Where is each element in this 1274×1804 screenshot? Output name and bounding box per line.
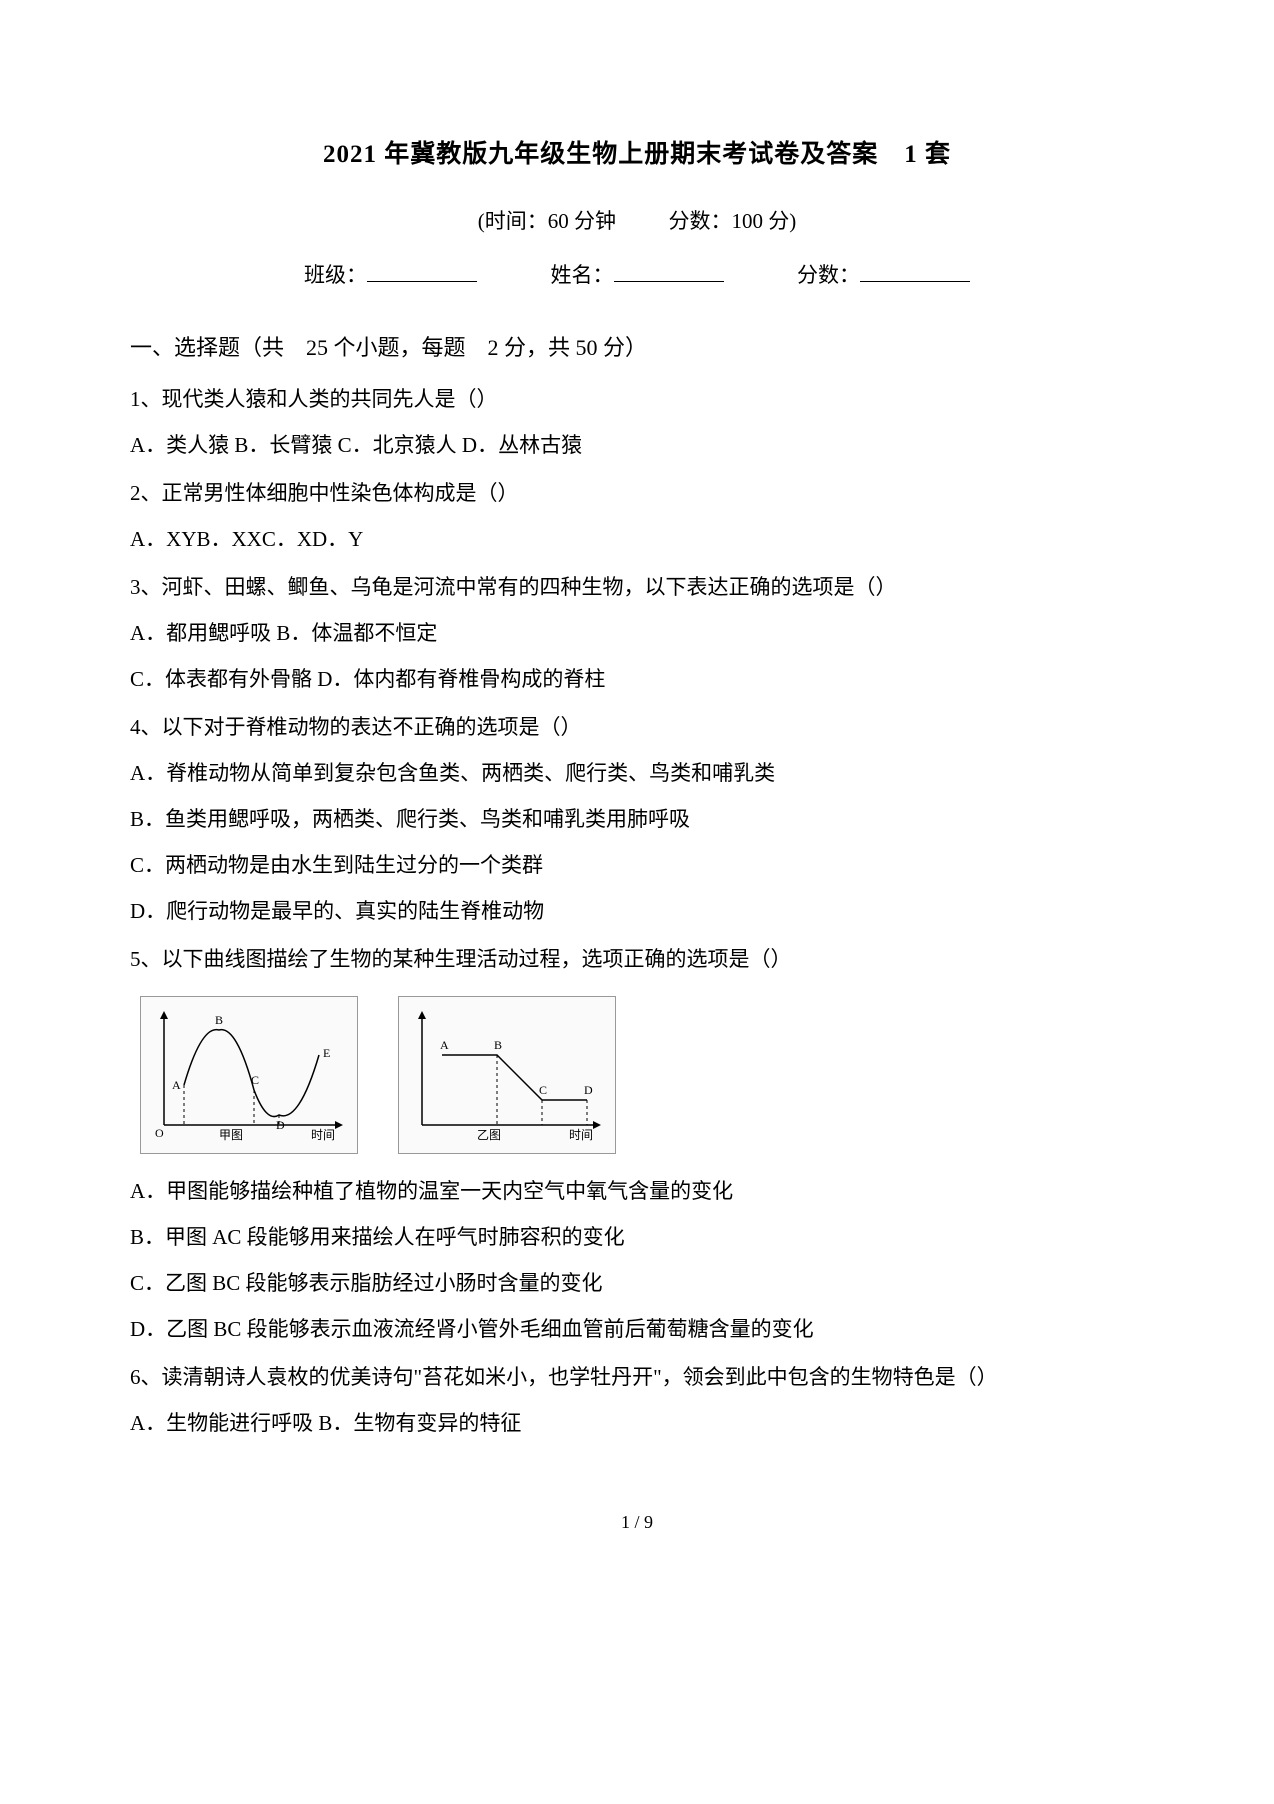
time-label: (时间：60 分钟 [478,209,616,233]
svg-text:A: A [440,1038,449,1052]
question-1-text: 1、现代类人猿和人类的共同先人是（） [130,378,1144,420]
name-label: 姓名： [551,263,614,287]
chart-2-svg: A B C D 乙图 时间 [407,1005,607,1145]
question-1: 1、现代类人猿和人类的共同先人是（） A．类人猿 B．长臂猿 C．北京猿人 D．… [130,378,1144,466]
svg-text:C: C [539,1083,547,1097]
svg-text:时间: 时间 [569,1128,593,1142]
question-2-text: 2、正常男性体细胞中性染色体构成是（） [130,472,1144,514]
question-3-option-c: C．体表都有外骨骼 D．体内都有脊椎骨构成的脊柱 [130,658,1144,700]
question-2-options: A．XYB．XXC．XD．Y [130,518,1144,560]
question-5-text: 5、以下曲线图描绘了生物的某种生理活动过程，选项正确的选项是（） [130,938,1144,980]
svg-text:B: B [215,1013,223,1027]
class-blank[interactable] [367,261,477,282]
question-3-option-a: A．都用鳃呼吸 B．体温都不恒定 [130,612,1144,654]
chart-2-box: A B C D 乙图 时间 [398,996,616,1154]
question-4: 4、以下对于脊椎动物的表达不正确的选项是（） A．脊椎动物从简单到复杂包含鱼类、… [130,706,1144,932]
exam-subtitle: (时间：60 分钟 分数：100 分) [130,200,1144,242]
chart-1-svg: O A B C D E 甲图 时间 [149,1005,349,1145]
class-label: 班级： [304,263,367,287]
question-6: 6、读清朝诗人袁枚的优美诗句"苔花如米小，也学牡丹开"，领会到此中包含的生物特色… [130,1356,1144,1444]
svg-text:O: O [155,1126,164,1140]
question-3: 3、河虾、田螺、鲫鱼、乌龟是河流中常有的四种生物，以下表达正确的选项是（） A．… [130,566,1144,700]
name-blank[interactable] [614,261,724,282]
svg-text:时间: 时间 [311,1128,335,1142]
svg-text:B: B [494,1038,502,1052]
chart-1-box: O A B C D E 甲图 时间 [140,996,358,1154]
svg-text:E: E [323,1046,330,1060]
question-4-option-a: A．脊椎动物从简单到复杂包含鱼类、两栖类、爬行类、鸟类和哺乳类 [130,752,1144,794]
question-3-text: 3、河虾、田螺、鲫鱼、乌龟是河流中常有的四种生物，以下表达正确的选项是（） [130,566,1144,608]
question-5-option-b: B．甲图 AC 段能够用来描绘人在呼气时肺容积的变化 [130,1216,1144,1258]
svg-text:甲图: 甲图 [219,1128,243,1142]
question-5-option-a: A．甲图能够描绘种植了植物的温室一天内空气中氧气含量的变化 [130,1170,1144,1212]
svg-text:C: C [251,1073,259,1087]
svg-text:乙图: 乙图 [477,1128,501,1142]
svg-text:D: D [276,1118,285,1132]
chart-container: O A B C D E 甲图 时间 A B C D 乙图 时间 [130,996,1144,1154]
question-4-option-c: C．两栖动物是由水生到陆生过分的一个类群 [130,844,1144,886]
question-4-option-b: B．鱼类用鳃呼吸，两栖类、爬行类、鸟类和哺乳类用肺呼吸 [130,798,1144,840]
question-2: 2、正常男性体细胞中性染色体构成是（） A．XYB．XXC．XD．Y [130,472,1144,560]
student-info-line: 班级： 姓名： 分数： [130,254,1144,296]
svg-text:D: D [584,1083,593,1097]
question-4-text: 4、以下对于脊椎动物的表达不正确的选项是（） [130,706,1144,748]
question-4-option-d: D．爬行动物是最早的、真实的陆生脊椎动物 [130,890,1144,932]
question-5: 5、以下曲线图描绘了生物的某种生理活动过程，选项正确的选项是（） O A B C D E 甲… [130,938,1144,1350]
score-label: 分数：100 分) [669,209,797,233]
score-field-label: 分数： [797,263,860,287]
question-6-option-a: A．生物能进行呼吸 B．生物有变异的特征 [130,1402,1144,1444]
question-5-option-c: C．乙图 BC 段能够表示脂肪经过小肠时含量的变化 [130,1262,1144,1304]
section-1-header: 一、选择题（共 25 个小题，每题 2 分，共 50 分） [130,326,1144,370]
question-6-text: 6、读清朝诗人袁枚的优美诗句"苔花如米小，也学牡丹开"，领会到此中包含的生物特色… [130,1356,1144,1398]
question-1-options: A．类人猿 B．长臂猿 C．北京猿人 D．丛林古猿 [130,424,1144,466]
question-5-option-d: D．乙图 BC 段能够表示血液流经肾小管外毛细血管前后葡萄糖含量的变化 [130,1308,1144,1350]
score-blank[interactable] [860,261,970,282]
page-number: 1 / 9 [130,1504,1144,1540]
svg-text:A: A [172,1078,181,1092]
exam-title: 2021 年冀教版九年级生物上册期末考试卷及答案 1 套 [130,130,1144,180]
